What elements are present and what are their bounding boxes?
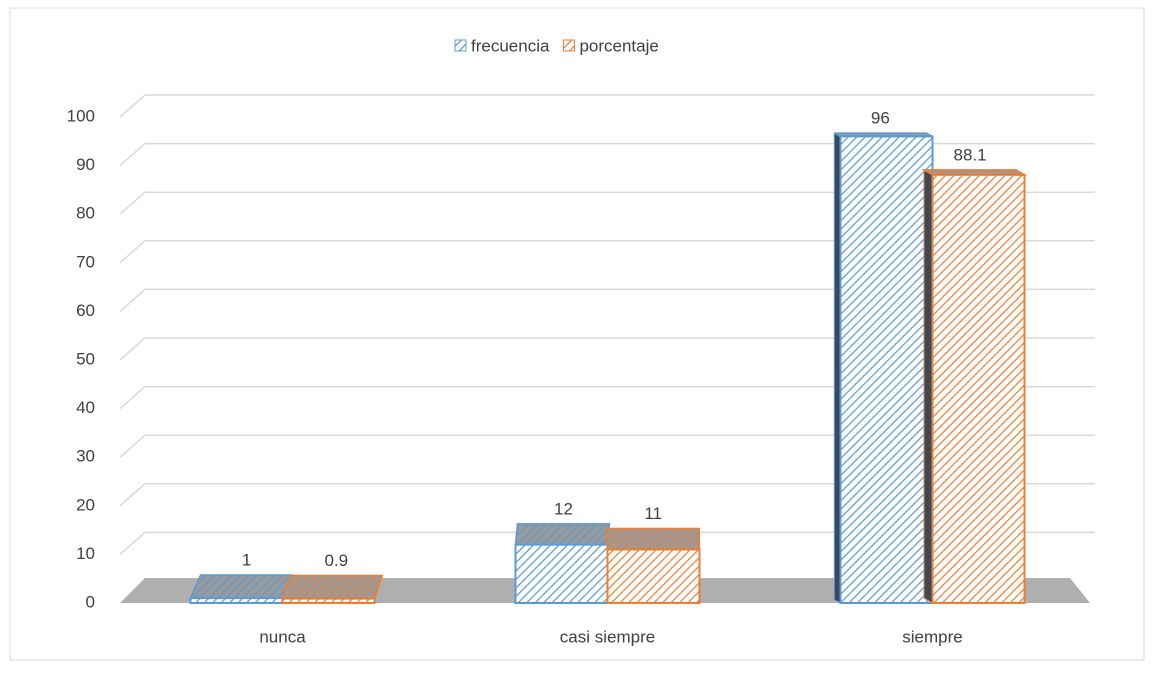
y-tick-label: 80: [76, 204, 95, 223]
bar-top: [607, 528, 699, 549]
bar-group: [283, 575, 383, 603]
x-tick-label: nunca: [259, 627, 306, 646]
data-label: 96: [871, 109, 890, 128]
bar: [283, 599, 375, 603]
y-tick-label: 60: [76, 301, 95, 320]
bar-side: [924, 170, 932, 603]
y-tick-label: 40: [76, 398, 95, 417]
data-label: 0.9: [324, 551, 348, 570]
y-tick-label: 10: [76, 544, 95, 563]
y-tick-label: 90: [76, 155, 95, 174]
y-tick-label: 30: [76, 447, 95, 466]
legend-swatch: [563, 40, 574, 51]
y-tick-label: 70: [76, 252, 95, 271]
data-label: 12: [554, 499, 573, 518]
y-tick-label: 100: [67, 106, 95, 125]
data-label: 1: [242, 550, 251, 569]
x-tick-label: casi siempre: [560, 627, 655, 646]
legend-label: porcentaje: [579, 36, 658, 55]
bar: [608, 550, 700, 603]
bar-group: [191, 575, 293, 603]
bar-group: [924, 170, 1024, 603]
bar: [933, 175, 1025, 603]
legend-label: frecuencia: [471, 36, 550, 55]
bar-top: [516, 524, 610, 545]
bar: [841, 136, 933, 603]
bar-group: [607, 528, 699, 603]
x-tick-label: siempre: [902, 627, 962, 646]
bar: [516, 545, 608, 603]
y-tick-label: 50: [76, 349, 95, 368]
bar-top: [283, 575, 383, 598]
bar: [191, 598, 283, 603]
bar-top: [191, 575, 293, 598]
y-tick-label: 0: [86, 592, 95, 611]
bar-group: [834, 133, 932, 603]
data-label: 11: [644, 504, 662, 523]
y-tick-label: 20: [76, 495, 95, 514]
legend-swatch: [455, 40, 466, 51]
data-label: 88.1: [953, 145, 986, 164]
bar-group: [516, 524, 610, 603]
